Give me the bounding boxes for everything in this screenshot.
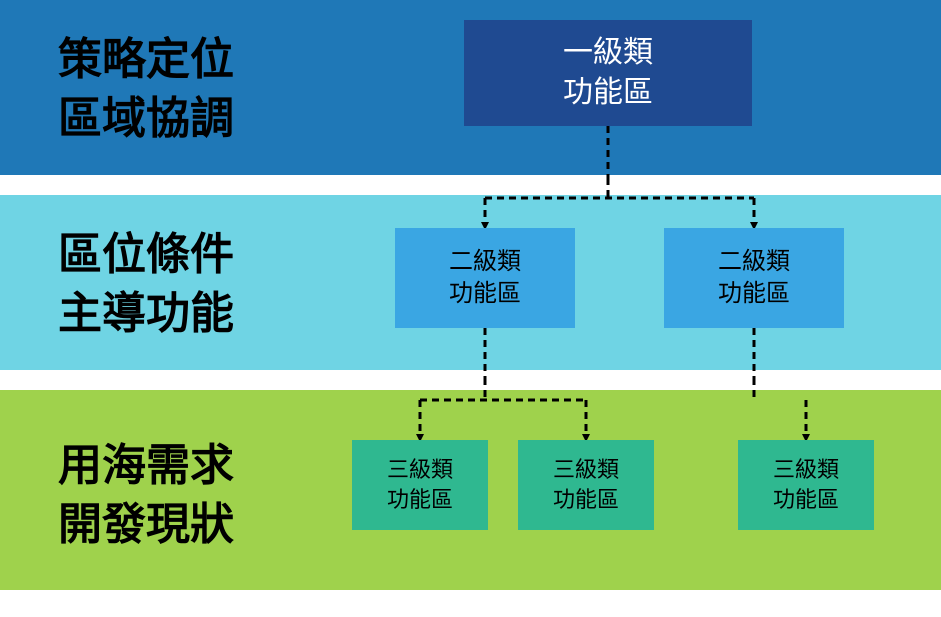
- node-label-line1: 三級類: [387, 455, 453, 485]
- node-level3-a: 三級類 功能區: [352, 440, 488, 530]
- node-level2-a: 二級類 功能區: [395, 228, 575, 328]
- node-label-line2: 功能區: [718, 278, 790, 310]
- band-label-1: 策略定位 區域協調: [58, 30, 234, 149]
- node-label-line1: 二級類: [718, 246, 790, 278]
- node-label-line2: 功能區: [563, 73, 653, 114]
- node-label-line2: 功能區: [387, 485, 453, 515]
- node-label-line1: 三級類: [773, 455, 839, 485]
- node-label-line2: 功能區: [553, 485, 619, 515]
- node-label-line1: 二級類: [449, 246, 521, 278]
- band-label-2: 區位條件 主導功能: [58, 225, 234, 344]
- node-label-line1: 一級類: [563, 33, 653, 74]
- node-level2-b: 二級類 功能區: [664, 228, 844, 328]
- node-level1: 一級類 功能區: [464, 20, 752, 126]
- band-label-3: 用海需求 開發現狀: [58, 436, 234, 555]
- node-level3-b: 三級類 功能區: [518, 440, 654, 530]
- node-level3-c: 三級類 功能區: [738, 440, 874, 530]
- node-label-line2: 功能區: [449, 278, 521, 310]
- node-label-line2: 功能區: [773, 485, 839, 515]
- node-label-line1: 三級類: [553, 455, 619, 485]
